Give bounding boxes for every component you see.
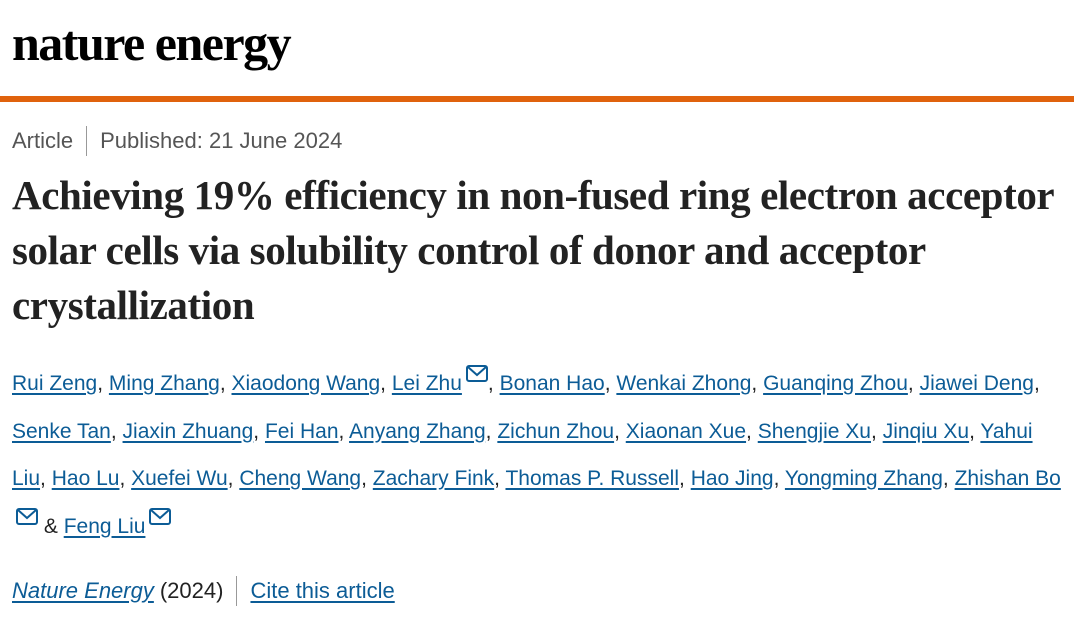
- journal-link[interactable]: Nature Energy: [12, 578, 154, 603]
- author-link[interactable]: Cheng Wang: [239, 467, 362, 490]
- published-date: Published: 21 June 2024: [100, 128, 343, 153]
- separator: ,: [380, 372, 387, 395]
- divider: [236, 576, 238, 606]
- author-link[interactable]: Wenkai Zhong: [616, 372, 752, 395]
- separator: ,: [110, 419, 117, 443]
- author-list: Rui Zeng, Ming Zhang, Xiaodong Wang, Lei…: [12, 360, 1067, 550]
- year: (2024): [159, 578, 224, 603]
- author-link[interactable]: Zachary Fink: [372, 467, 495, 490]
- separator: ,: [97, 372, 104, 395]
- author-link[interactable]: Xiaonan Xue: [625, 419, 747, 443]
- separator: ,: [604, 372, 611, 395]
- article-type: Article: [12, 128, 74, 153]
- author-link[interactable]: Shengjie Xu: [757, 419, 871, 443]
- author-link[interactable]: Guanqing Zhou: [763, 372, 908, 395]
- author-link[interactable]: Senke Tan: [12, 419, 111, 443]
- separator: ,: [614, 419, 620, 443]
- author-link[interactable]: Jiaxin Zhuang: [122, 419, 254, 443]
- joiner: &: [43, 514, 58, 538]
- separator: ,: [746, 419, 752, 443]
- email-icon[interactable]: [465, 365, 488, 382]
- author-link[interactable]: Bonan Hao: [499, 372, 605, 395]
- author-link[interactable]: Ming Zhang: [108, 372, 220, 395]
- separator: ,: [1033, 372, 1040, 395]
- separator: ,: [487, 372, 494, 395]
- separator: ,: [942, 467, 949, 490]
- email-icon[interactable]: [149, 507, 172, 525]
- separator: ,: [361, 467, 367, 490]
- separator: ,: [227, 467, 234, 490]
- cite-link[interactable]: Cite this article: [250, 578, 395, 603]
- separator: ,: [40, 467, 46, 490]
- separator: ,: [219, 372, 226, 395]
- author-link[interactable]: Anyang Zhang: [349, 419, 486, 443]
- journal-logo[interactable]: nature energy: [12, 15, 292, 71]
- author-link[interactable]: Zichun Zhou: [497, 419, 615, 443]
- separator: ,: [907, 372, 914, 395]
- separator: ,: [253, 419, 260, 443]
- separator: ,: [871, 419, 877, 443]
- author-link[interactable]: Yongming Zhang: [784, 467, 943, 490]
- separator: ,: [751, 372, 758, 395]
- separator: ,: [119, 467, 126, 490]
- author-link[interactable]: Jinqiu Xu: [882, 419, 970, 443]
- author-link[interactable]: Hao Jing: [690, 467, 774, 490]
- separator: ,: [969, 419, 975, 443]
- author-link[interactable]: Xuefei Wu: [131, 467, 228, 490]
- author-link[interactable]: Zhishan Bo: [954, 467, 1061, 490]
- author-link[interactable]: Xiaodong Wang: [231, 372, 381, 395]
- author-link[interactable]: Lei Zhu: [391, 372, 462, 395]
- author-link[interactable]: Rui Zeng: [12, 372, 98, 395]
- separator: ,: [494, 467, 501, 490]
- divider: [86, 126, 88, 156]
- separator: ,: [773, 467, 780, 490]
- author-link[interactable]: Fei Han: [264, 419, 339, 443]
- article-meta: Article Published: 21 June 2024: [12, 126, 342, 156]
- author-link[interactable]: Jiawei Deng: [919, 372, 1034, 395]
- citation-row: Nature Energy (2024) Cite this article: [12, 576, 395, 606]
- email-icon[interactable]: [16, 507, 38, 525]
- article-title: Achieving 19% efficiency in non-fused ri…: [12, 172, 1054, 328]
- author-link[interactable]: Feng Liu: [63, 514, 146, 538]
- author-link[interactable]: Yahui Liu: [12, 419, 1033, 491]
- header-bar: [0, 96, 1074, 102]
- separator: ,: [679, 467, 685, 490]
- separator: ,: [338, 419, 345, 443]
- author-link[interactable]: Hao Lu: [51, 467, 120, 490]
- author-link[interactable]: Thomas P. Russell: [505, 467, 680, 490]
- separator: ,: [485, 419, 492, 443]
